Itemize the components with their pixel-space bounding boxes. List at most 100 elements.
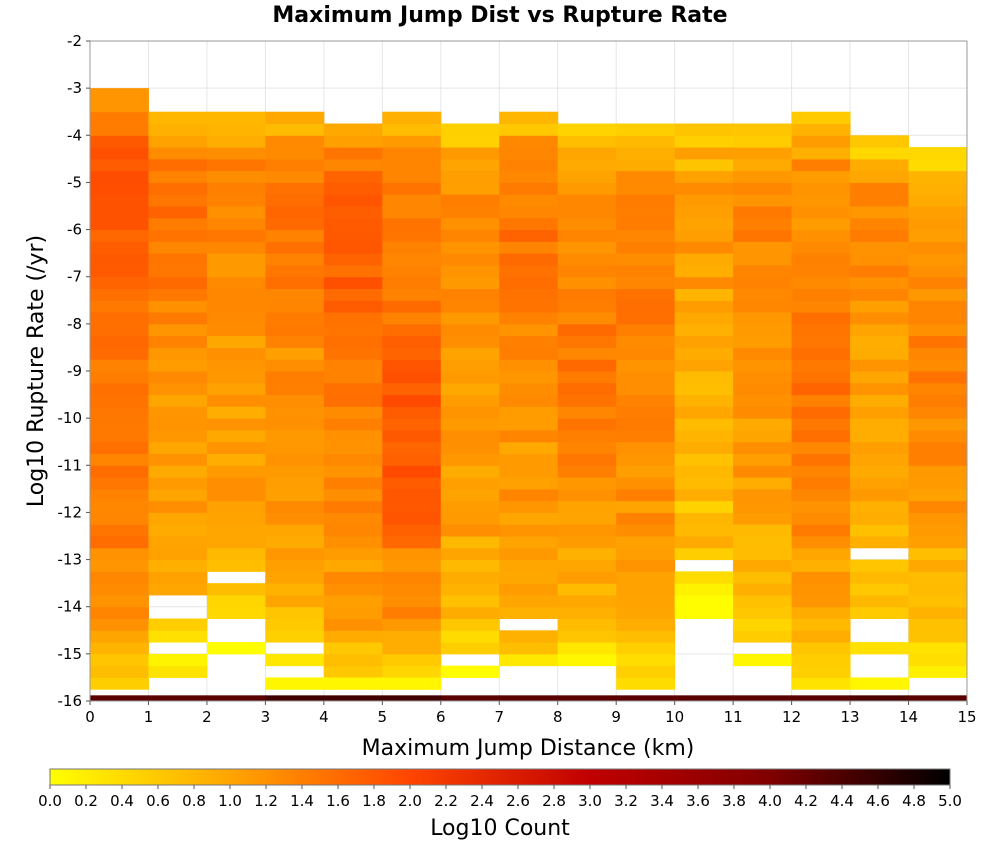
heatmap-cell — [908, 524, 968, 537]
heatmap-cell — [908, 441, 968, 454]
heatmap-cell — [616, 559, 676, 572]
heatmap-cell — [674, 406, 734, 419]
colorbar-tick-label: 2.0 — [398, 792, 422, 810]
heatmap-cell — [323, 170, 383, 183]
heatmap-cell — [616, 642, 676, 655]
heatmap-cell — [557, 335, 617, 348]
heatmap-cell — [323, 477, 383, 490]
y-tick-label: -9 — [67, 362, 82, 380]
heatmap-cell — [382, 158, 442, 172]
heatmap-cell — [440, 536, 500, 549]
heatmap-cell — [850, 300, 910, 313]
heatmap-cell — [206, 158, 266, 172]
heatmap-cell — [440, 217, 500, 231]
heatmap-cell — [440, 642, 500, 655]
heatmap-cell — [499, 359, 559, 372]
heatmap-cell — [265, 182, 325, 195]
heatmap-cell — [90, 642, 149, 655]
heatmap-cell — [382, 406, 442, 419]
heatmap-cell — [850, 323, 910, 337]
heatmap-cell — [499, 418, 559, 431]
heatmap-cell — [791, 335, 851, 348]
heatmap-cell — [499, 606, 559, 619]
y-tick-label: -11 — [58, 456, 83, 474]
heatmap-cell — [908, 359, 968, 372]
heatmap-cell — [90, 371, 149, 384]
heatmap-cell — [323, 288, 383, 301]
heatmap-cell — [265, 441, 325, 454]
heatmap-cell — [850, 347, 910, 360]
heatmap-cell — [323, 594, 383, 608]
heatmap-cell — [90, 288, 149, 301]
heatmap-cell — [850, 147, 910, 160]
heatmap-cell — [850, 465, 910, 478]
x-tick-label: 9 — [611, 708, 621, 726]
heatmap-cell — [440, 441, 500, 454]
heatmap-cell — [616, 594, 676, 608]
x-axis-label: Maximum Jump Distance (km) — [362, 736, 695, 761]
heatmap-cell — [382, 312, 442, 325]
heatmap-cell — [674, 264, 734, 278]
heatmap-cell — [557, 382, 617, 396]
heatmap-cell — [90, 323, 149, 337]
heatmap-cell — [733, 488, 793, 502]
heatmap-cell — [206, 323, 266, 337]
heatmap-cell — [323, 276, 383, 289]
heatmap-cell — [733, 158, 793, 172]
heatmap-cell — [206, 359, 266, 372]
heatmap-cell — [323, 394, 383, 407]
heatmap-cell — [850, 606, 910, 619]
heatmap-cell — [791, 194, 851, 207]
heatmap-cell — [90, 158, 149, 172]
heatmap-cell — [616, 630, 676, 643]
heatmap-cell — [382, 229, 442, 242]
x-tick-label: 7 — [494, 708, 504, 726]
heatmap-cell — [440, 583, 500, 596]
heatmap-cell — [499, 477, 559, 490]
heatmap-cell — [382, 559, 442, 572]
heatmap-cell — [265, 217, 325, 231]
heatmap-cell — [323, 241, 383, 254]
heatmap-cell — [206, 524, 266, 537]
heatmap-cell — [148, 359, 208, 372]
heatmap-cell — [206, 276, 266, 289]
heatmap-cell — [791, 488, 851, 502]
heatmap-cell — [616, 359, 676, 372]
heatmap-cell — [499, 241, 559, 254]
heatmap-cell — [499, 111, 559, 124]
heatmap-cell — [499, 288, 559, 301]
heatmap-cell — [733, 453, 793, 466]
heatmap-cell — [908, 347, 968, 360]
heatmap-cell — [908, 453, 968, 466]
y-axis-label: Log10 Rupture Rate (/yr) — [24, 235, 49, 507]
heatmap-cell — [616, 441, 676, 454]
heatmap-cell — [323, 524, 383, 537]
heatmap-cell — [616, 429, 676, 443]
heatmap-cell — [733, 594, 793, 608]
heatmap-cell — [733, 323, 793, 337]
heatmap-cell — [440, 524, 500, 537]
heatmap-cell — [206, 465, 266, 478]
heatmap-cell — [323, 536, 383, 549]
heatmap-cell — [733, 206, 793, 219]
heatmap-cell — [382, 382, 442, 396]
heatmap-cell — [148, 135, 208, 148]
heatmap-cell — [908, 547, 968, 561]
heatmap-cell — [265, 583, 325, 596]
heatmap-cell — [382, 524, 442, 537]
heatmap-cell — [674, 524, 734, 537]
heatmap-cell — [90, 99, 149, 113]
heatmap-cell — [499, 264, 559, 278]
heatmap-cell — [674, 429, 734, 443]
heatmap-cell — [499, 536, 559, 549]
heatmap-cell — [323, 253, 383, 266]
heatmap-cell — [733, 630, 793, 643]
heatmap-cell — [382, 453, 442, 466]
y-tick-label: -12 — [58, 503, 83, 521]
heatmap-cell — [557, 406, 617, 419]
heatmap-cell — [206, 394, 266, 407]
heatmap-cell — [557, 653, 617, 667]
heatmap-cell — [323, 630, 383, 643]
colorbar-tick-label: 0.0 — [38, 792, 62, 810]
heatmap-cell — [499, 630, 559, 643]
